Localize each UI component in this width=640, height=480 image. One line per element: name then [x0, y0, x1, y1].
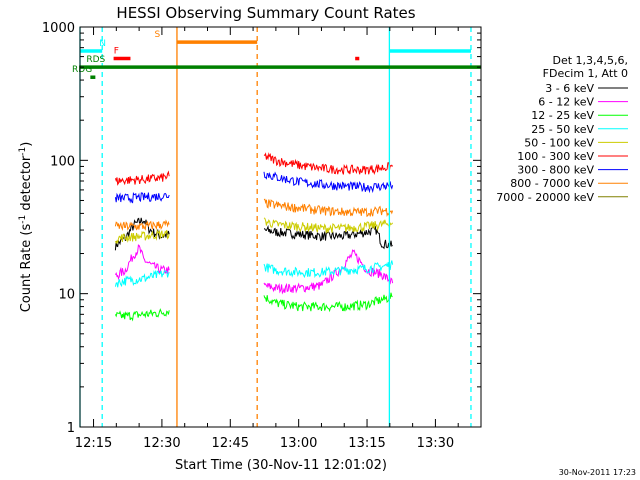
series-line-6-seg-1	[263, 171, 394, 194]
legend-entry-label: 12 - 25 keV	[531, 109, 594, 122]
legend-entry-label: 100 - 300 keV	[517, 150, 594, 163]
series-line-1-seg-1	[263, 249, 394, 295]
legend: Det 1,3,4,5,6,FDecim 1, Att 0 3 - 6 keV6 …	[496, 54, 628, 204]
axes-layer: 1 10 100 1000 12:15 12:30 12:45 13:00 13:15 13:30	[42, 21, 481, 451]
vertical-lines-layer	[79, 27, 472, 427]
series-line-4-seg-1	[263, 217, 394, 234]
chart-title: HESSI Observing Summary Count Rates	[116, 4, 415, 22]
footer-timestamp: 30-Nov-2011 17:23	[559, 468, 636, 477]
flag-label-rds: RDS	[86, 55, 105, 65]
series-line-5-seg-1	[263, 152, 394, 175]
legend-entry-label: 25 - 50 keV	[531, 123, 594, 136]
y-tick-label: 10	[58, 288, 75, 303]
legend-entry-label: 6 - 12 keV	[538, 96, 594, 109]
legend-entry-label: 300 - 800 keV	[517, 164, 594, 177]
x-tick-label: 13:00	[280, 436, 317, 451]
x-tick-label: 13:30	[417, 436, 454, 451]
series-layer	[114, 152, 394, 322]
legend-header-line: FDecim 1, Att 0	[543, 67, 628, 80]
series-line-1-seg-0	[114, 244, 170, 281]
flag-label-s: S	[154, 30, 160, 40]
series-line-2-seg-1	[263, 292, 393, 313]
x-tick-label: 12:45	[212, 436, 249, 451]
series-line-3-seg-1	[263, 260, 394, 279]
y-axis-label: Count Rate (s-1 detector-1)	[18, 142, 34, 313]
y-tick-label: 1	[67, 421, 75, 436]
x-tick-label: 13:15	[348, 436, 385, 451]
series-line-2-seg-0	[114, 308, 170, 322]
flag-label-n: N	[99, 39, 106, 49]
x-axis-label: Start Time (30-Nov-11 12:01:02)	[175, 458, 387, 473]
flag-label-f: F	[114, 47, 119, 57]
legend-entry-label: 50 - 100 keV	[524, 136, 594, 149]
series-line-4-seg-0	[114, 229, 170, 245]
flag-label-rdg: RDG	[72, 65, 92, 75]
legend-entry-label: 3 - 6 keV	[545, 82, 594, 95]
series-line-7-seg-0	[114, 219, 170, 231]
legend-header-line: Det 1,3,4,5,6,	[552, 54, 628, 67]
y-tick-label: 100	[50, 154, 75, 169]
series-line-6-seg-0	[114, 191, 170, 204]
series-line-5-seg-0	[114, 170, 170, 186]
series-line-7-seg-1	[263, 198, 394, 218]
legend-entry-label: 7000 - 20000 keV	[496, 191, 594, 204]
x-tick-label: 12:30	[143, 436, 180, 451]
y-tick-label: 1000	[42, 21, 75, 36]
x-tick-label: 12:15	[75, 436, 112, 451]
series-line-3-seg-0	[114, 269, 170, 288]
plot-frame	[79, 26, 482, 428]
legend-entry-label: 800 - 7000 keV	[510, 177, 594, 190]
